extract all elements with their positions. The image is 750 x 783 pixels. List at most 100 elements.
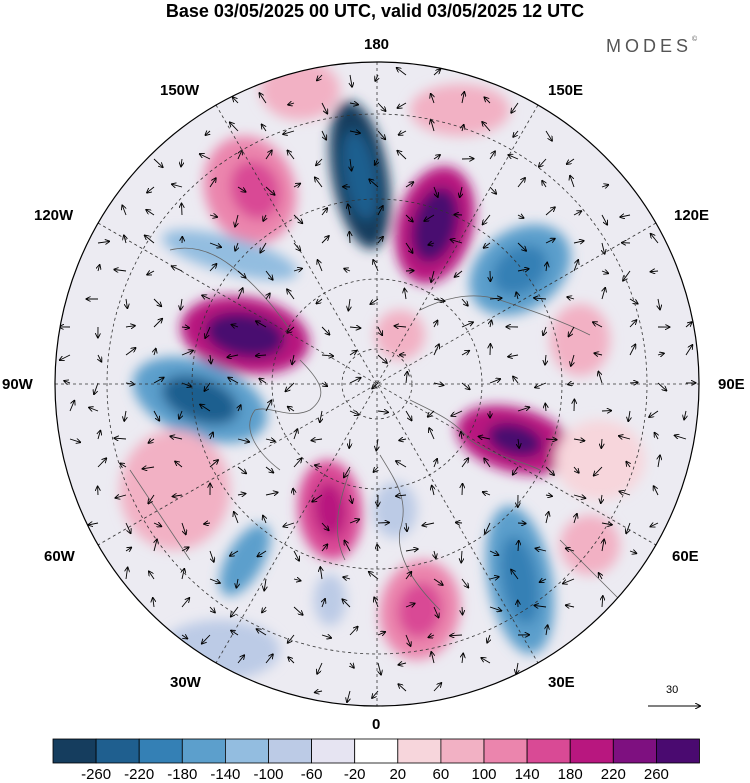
- wind-vector: [461, 458, 468, 468]
- wind-vector: [405, 410, 412, 420]
- wind-vector: [567, 297, 575, 299]
- wind-vector: [316, 158, 323, 165]
- wind-vector: [349, 351, 356, 355]
- wind-vector: [287, 150, 295, 160]
- wind-vector: [286, 382, 295, 391]
- wind-vector: [405, 549, 418, 551]
- colorbar: [52, 738, 700, 764]
- colorbar-swatch: [138, 738, 183, 764]
- wind-vector: [484, 458, 491, 468]
- wind-vector: [145, 236, 155, 244]
- wind-vector: [567, 158, 575, 164]
- wind-vector: [601, 494, 602, 503]
- wind-vector: [210, 432, 213, 440]
- wind-vector: [460, 186, 462, 197]
- anomaly-region: [373, 482, 417, 538]
- wind-vector: [181, 635, 187, 639]
- wind-vector: [237, 655, 244, 664]
- wind-vector: [321, 522, 329, 530]
- wind-vector: [260, 242, 267, 253]
- wind-vector: [181, 522, 186, 534]
- anomaly-region: [313, 482, 347, 538]
- wind-vector: [461, 351, 469, 356]
- wind-vector: [259, 93, 267, 104]
- wind-vector: [434, 550, 436, 558]
- wind-vector: [125, 383, 134, 384]
- lon-label-120e: 120E: [674, 207, 710, 224]
- wind-vector: [257, 629, 267, 636]
- wind-vector: [210, 354, 211, 363]
- wind-vector: [125, 548, 131, 552]
- wind-vector: [350, 494, 352, 503]
- lon-label-90e: 90E: [718, 376, 745, 393]
- wind-vector: [143, 467, 155, 469]
- wind-vector: [396, 495, 407, 496]
- wind-vector: [620, 215, 631, 217]
- wind-vector: [573, 466, 579, 473]
- wind-vector: [685, 345, 692, 356]
- wind-vector: [508, 355, 519, 357]
- wind-vector: [69, 439, 80, 442]
- wind-vector: [374, 466, 379, 472]
- wind-vector: [349, 327, 360, 328]
- wind-vector: [566, 548, 575, 551]
- wind-vector: [321, 236, 329, 244]
- wind-vector: [98, 431, 100, 440]
- wind-vector: [395, 326, 407, 327]
- wind-vector: [422, 523, 435, 526]
- wind-vector: [348, 204, 350, 216]
- wind-vector: [377, 523, 389, 524]
- wind-vector: [516, 662, 518, 674]
- wind-vector: [349, 411, 359, 415]
- wind-vector: [433, 606, 439, 618]
- wind-vector: [350, 74, 352, 87]
- wind-vector: [399, 131, 407, 135]
- wind-vector: [320, 567, 322, 580]
- wind-vector: [209, 550, 214, 562]
- anomaly-region: [219, 524, 271, 596]
- wind-vector: [571, 354, 574, 366]
- wind-vector: [293, 269, 302, 272]
- wind-vector: [149, 571, 155, 580]
- wind-vector: [149, 439, 155, 443]
- wind-vector: [461, 578, 468, 588]
- colorbar-swatch: [181, 738, 226, 764]
- wind-vector: [462, 92, 464, 104]
- wind-vector: [97, 458, 106, 468]
- wind-vector: [483, 492, 491, 495]
- wind-vector: [433, 683, 441, 692]
- colorbar-swatch: [483, 738, 528, 764]
- wind-vector: [406, 372, 407, 384]
- wind-vector: [657, 382, 666, 391]
- lon-label-30e: 30E: [548, 674, 575, 691]
- wind-vector: [231, 631, 239, 636]
- anomaly-region: [555, 420, 645, 500]
- wind-vector: [311, 439, 323, 440]
- wind-vector: [602, 596, 603, 608]
- anomaly-region: [411, 187, 459, 263]
- wind-vector: [398, 684, 407, 692]
- anomaly-region: [375, 310, 425, 360]
- wind-vector: [517, 407, 529, 412]
- colorbar-swatch: [52, 738, 97, 764]
- wind-vector: [489, 606, 501, 611]
- wind-vector: [517, 269, 529, 271]
- wind-vector: [256, 355, 267, 356]
- wind-vector: [181, 327, 189, 328]
- wind-vector: [238, 405, 241, 412]
- wind-vector: [601, 214, 607, 225]
- wind-vector: [153, 158, 163, 167]
- wind-vector: [461, 322, 473, 328]
- wind-vector: [619, 491, 631, 496]
- wind-vector: [153, 410, 159, 421]
- wind-vector: [233, 97, 239, 104]
- wind-vector: [263, 214, 266, 221]
- wind-vector: [200, 154, 211, 160]
- colorbar-tick-label: -140: [210, 766, 241, 783]
- wind-vector: [122, 205, 126, 216]
- wind-vector: [518, 541, 519, 552]
- wind-vector: [461, 550, 462, 563]
- anomaly-region: [342, 130, 378, 220]
- wind-vector: [320, 410, 322, 422]
- wind-vector: [288, 634, 295, 643]
